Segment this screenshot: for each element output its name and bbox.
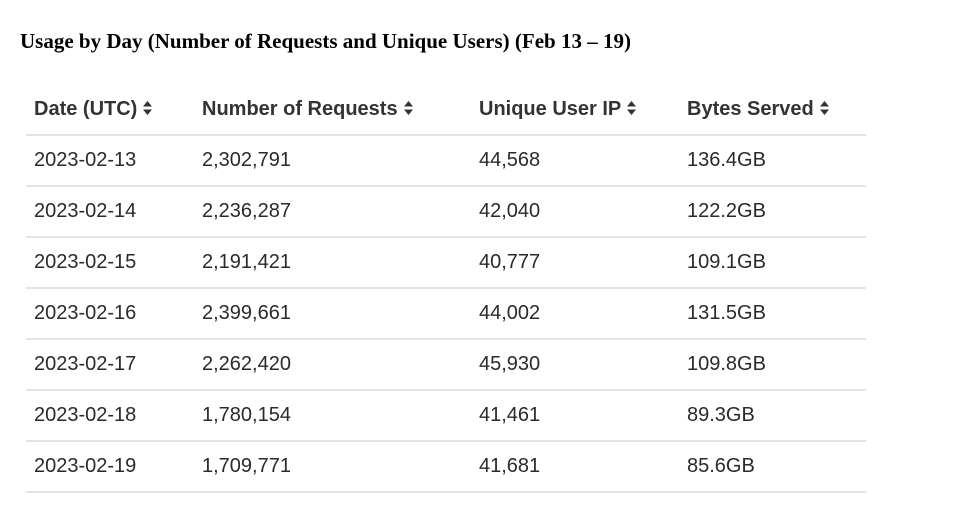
sort-icon[interactable] bbox=[626, 100, 637, 116]
cell-unique-users: 41,461 bbox=[471, 390, 679, 442]
cell-date: 2023-02-16 bbox=[26, 288, 194, 340]
cell-bytes: 109.1GB bbox=[679, 237, 866, 289]
cell-unique-users: 42,040 bbox=[471, 186, 679, 238]
table-body: 2023-02-13 2,302,791 44,568 136.4GB 2023… bbox=[26, 135, 866, 493]
cell-bytes: 122.2GB bbox=[679, 186, 866, 238]
cell-requests: 2,191,421 bbox=[194, 237, 471, 289]
table-row: 2023-02-13 2,302,791 44,568 136.4GB bbox=[26, 135, 866, 187]
table-row: 2023-02-17 2,262,420 45,930 109.8GB bbox=[26, 339, 866, 391]
cell-bytes: 85.6GB bbox=[679, 441, 866, 493]
column-header-label: Bytes Served bbox=[687, 98, 814, 120]
column-header-requests[interactable]: Number of Requests bbox=[194, 85, 471, 136]
page-title: Usage by Day (Number of Requests and Uni… bbox=[20, 29, 631, 53]
cell-requests: 1,780,154 bbox=[194, 390, 471, 442]
cell-requests: 2,399,661 bbox=[194, 288, 471, 340]
sort-icon[interactable] bbox=[819, 100, 830, 116]
cell-requests: 1,709,771 bbox=[194, 441, 471, 493]
table-header-row: Date (UTC) Number of Requests Unique Use… bbox=[26, 85, 866, 136]
column-header-label: Date (UTC) bbox=[34, 98, 138, 120]
cell-unique-users: 44,568 bbox=[471, 135, 679, 187]
column-header-unique-users[interactable]: Unique User IP bbox=[471, 85, 679, 136]
cell-date: 2023-02-17 bbox=[26, 339, 194, 391]
cell-requests: 2,262,420 bbox=[194, 339, 471, 391]
column-header-date[interactable]: Date (UTC) bbox=[26, 85, 194, 136]
table-row: 2023-02-15 2,191,421 40,777 109.1GB bbox=[26, 237, 866, 289]
sort-icon[interactable] bbox=[403, 100, 414, 116]
cell-bytes: 136.4GB bbox=[679, 135, 866, 187]
usage-table-container: Date (UTC) Number of Requests Unique Use… bbox=[26, 85, 866, 493]
cell-requests: 2,236,287 bbox=[194, 186, 471, 238]
cell-unique-users: 45,930 bbox=[471, 339, 679, 391]
usage-table: Date (UTC) Number of Requests Unique Use… bbox=[26, 85, 866, 493]
cell-bytes: 109.8GB bbox=[679, 339, 866, 391]
table-row: 2023-02-18 1,780,154 41,461 89.3GB bbox=[26, 390, 866, 442]
cell-requests: 2,302,791 bbox=[194, 135, 471, 187]
cell-unique-users: 44,002 bbox=[471, 288, 679, 340]
table-row: 2023-02-16 2,399,661 44,002 131.5GB bbox=[26, 288, 866, 340]
sort-icon[interactable] bbox=[142, 100, 153, 116]
cell-date: 2023-02-18 bbox=[26, 390, 194, 442]
table-row: 2023-02-19 1,709,771 41,681 85.6GB bbox=[26, 441, 866, 493]
cell-bytes: 131.5GB bbox=[679, 288, 866, 340]
column-header-bytes[interactable]: Bytes Served bbox=[679, 85, 866, 136]
cell-date: 2023-02-13 bbox=[26, 135, 194, 187]
table-header: Date (UTC) Number of Requests Unique Use… bbox=[26, 85, 866, 136]
cell-date: 2023-02-15 bbox=[26, 237, 194, 289]
column-header-label: Unique User IP bbox=[479, 98, 622, 120]
cell-date: 2023-02-19 bbox=[26, 441, 194, 493]
cell-date: 2023-02-14 bbox=[26, 186, 194, 238]
column-header-label: Number of Requests bbox=[202, 98, 398, 120]
table-row: 2023-02-14 2,236,287 42,040 122.2GB bbox=[26, 186, 866, 238]
cell-unique-users: 40,777 bbox=[471, 237, 679, 289]
cell-bytes: 89.3GB bbox=[679, 390, 866, 442]
cell-unique-users: 41,681 bbox=[471, 441, 679, 493]
